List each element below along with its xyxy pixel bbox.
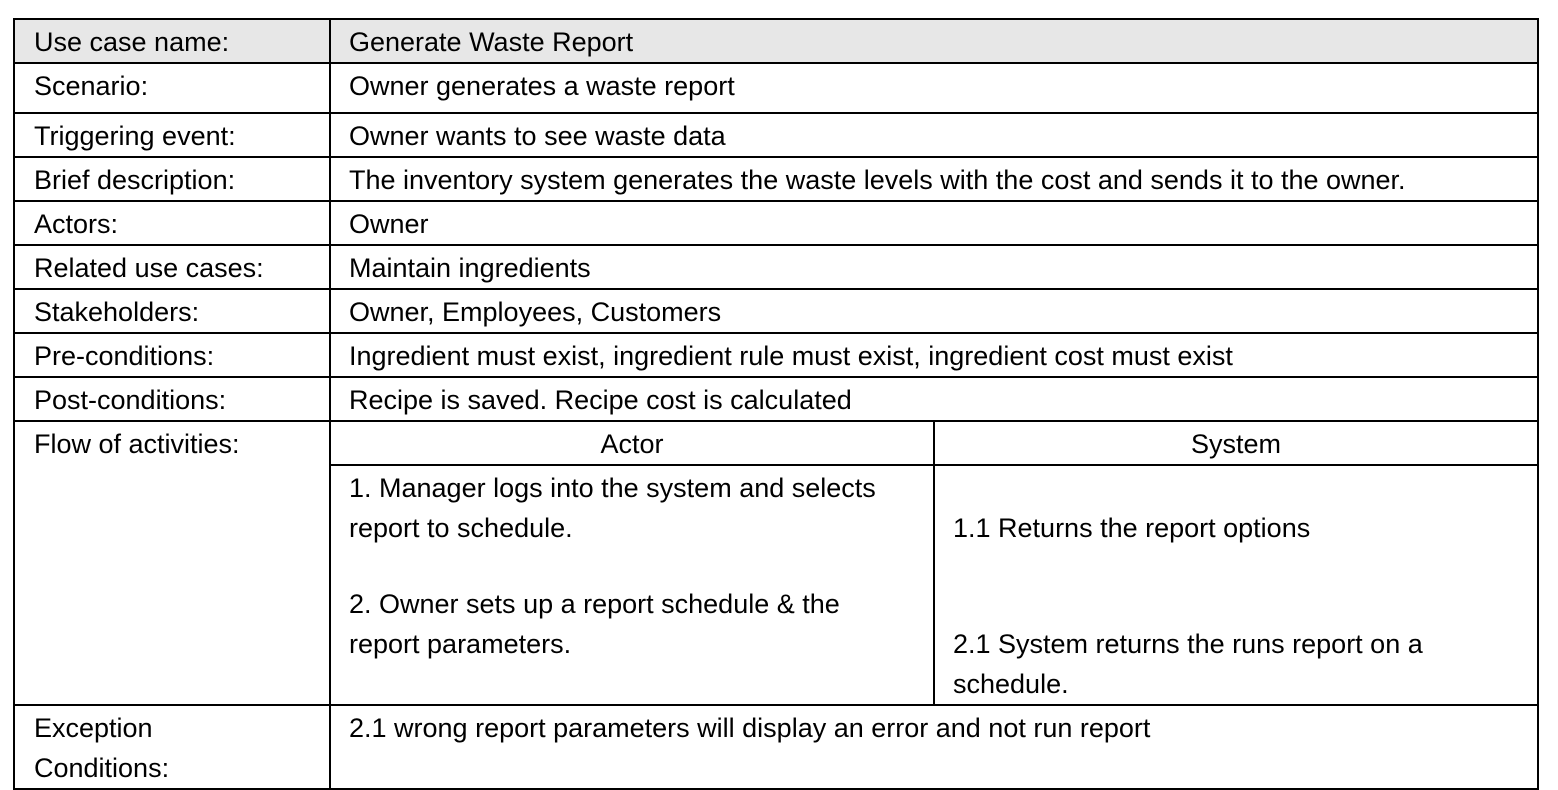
actor-step-1-line-1: 1. Manager logs into the system and sele…: [349, 473, 876, 503]
system-step-1-line-1: 1.1 Returns the report options: [953, 513, 1311, 543]
scenario-value: Owner generates a waste report: [328, 62, 1540, 114]
flow-spacer: [953, 548, 1536, 624]
actors-value: Owner: [328, 200, 1540, 246]
flow-actor-header: Actor: [329, 420, 935, 466]
pre-conditions-label: Pre-conditions:: [13, 332, 331, 378]
actors-label: Actors:: [13, 200, 331, 246]
exception-conditions-value: 2.1 wrong report parameters will display…: [328, 704, 1540, 790]
use-case-name-value: Generate Waste Report: [328, 18, 1540, 64]
flow-spacer: [349, 548, 932, 584]
row-flow-steps: 1. Manager logs into the system and sele…: [14, 464, 1540, 706]
row-exception-conditions: Exception Conditions: 2.1 wrong report p…: [13, 704, 1540, 790]
row-actors: Actors: Owner: [13, 200, 1540, 246]
brief-description-value: The inventory system generates the waste…: [328, 156, 1540, 202]
triggering-event-value: Owner wants to see waste data: [328, 112, 1540, 158]
use-case-name-label: Use case name:: [13, 18, 331, 64]
pre-conditions-value: Ingredient must exist, ingredient rule m…: [328, 332, 1540, 378]
related-use-cases-value: Maintain ingredients: [328, 244, 1540, 290]
actor-step-1-line-2: report to schedule.: [349, 513, 573, 543]
system-step-2-line-1: 2.1 System returns the runs report on a: [953, 629, 1423, 659]
stakeholders-label: Stakeholders:: [13, 288, 331, 334]
triggering-event-label: Triggering event:: [13, 112, 331, 158]
row-brief-description: Brief description: The inventory system …: [13, 156, 1540, 202]
scenario-label: Scenario:: [13, 62, 331, 114]
post-conditions-value: Recipe is saved. Recipe cost is calculat…: [328, 376, 1540, 422]
use-case-table: Use case name: Generate Waste Report Sce…: [13, 18, 1540, 790]
post-conditions-label: Post-conditions:: [13, 376, 331, 422]
flow-system-steps: 1.1 Returns the report options 2.1 Syste…: [932, 464, 1540, 706]
stakeholders-value: Owner, Employees, Customers: [328, 288, 1540, 334]
flow-system-header: System: [932, 420, 1540, 466]
exception-label-line-2: Conditions:: [34, 753, 170, 783]
actor-step-2-line-1: 2. Owner sets up a report schedule & the: [349, 589, 840, 619]
flow-of-activities-label: Flow of activities:: [13, 420, 331, 706]
row-use-case-name: Use case name: Generate Waste Report: [13, 18, 1540, 64]
row-triggering-event: Triggering event: Owner wants to see was…: [13, 112, 1540, 158]
exception-label-line-1: Exception: [34, 713, 153, 743]
row-flow-header: Flow of activities: Actor System: [13, 420, 1540, 706]
flow-spacer: [953, 468, 1536, 508]
row-pre-conditions: Pre-conditions: Ingredient must exist, i…: [13, 332, 1540, 378]
related-use-cases-label: Related use cases:: [13, 244, 331, 290]
row-scenario: Scenario: Owner generates a waste report: [13, 62, 1540, 114]
exception-conditions-label: Exception Conditions:: [13, 704, 331, 790]
row-related-use-cases: Related use cases: Maintain ingredients: [13, 244, 1540, 290]
row-stakeholders: Stakeholders: Owner, Employees, Customer…: [13, 288, 1540, 334]
actor-step-2-line-2: report parameters.: [349, 629, 572, 659]
brief-description-label: Brief description:: [13, 156, 331, 202]
flow-actor-steps: 1. Manager logs into the system and sele…: [329, 464, 935, 706]
row-post-conditions: Post-conditions: Recipe is saved. Recipe…: [13, 376, 1540, 422]
system-step-2-line-2: schedule.: [953, 669, 1069, 699]
